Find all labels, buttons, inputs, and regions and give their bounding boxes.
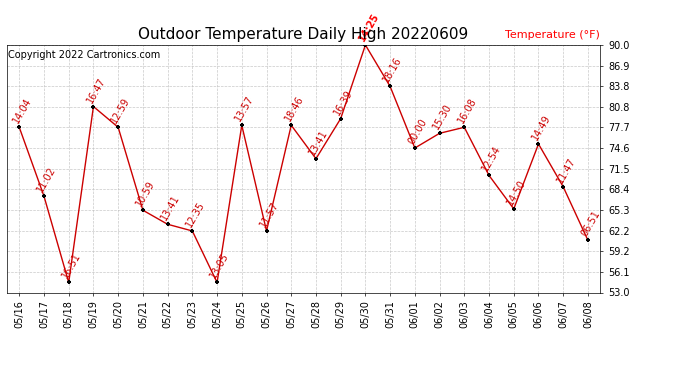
Text: 14:49: 14:49	[530, 113, 553, 142]
Point	[582, 237, 593, 243]
Text: 16:51: 16:51	[60, 251, 83, 280]
Point	[212, 279, 223, 285]
Point	[236, 122, 247, 128]
Text: 14:25: 14:25	[357, 11, 381, 43]
Point	[335, 116, 346, 122]
Text: 13:57: 13:57	[233, 94, 256, 123]
Text: 12:54: 12:54	[480, 144, 503, 173]
Text: 14:04: 14:04	[10, 96, 33, 125]
Text: 16:08: 16:08	[455, 96, 478, 125]
Text: 06:51: 06:51	[580, 209, 602, 238]
Point	[162, 221, 173, 227]
Point	[187, 228, 198, 234]
Text: 13:41: 13:41	[307, 128, 330, 157]
Point	[286, 122, 297, 128]
Text: 11:47: 11:47	[555, 156, 577, 185]
Title: Outdoor Temperature Daily High 20220609: Outdoor Temperature Daily High 20220609	[139, 27, 469, 42]
Point	[137, 207, 148, 213]
Text: Copyright 2022 Cartronics.com: Copyright 2022 Cartronics.com	[8, 50, 160, 60]
Point	[509, 206, 520, 212]
Point	[384, 84, 395, 90]
Point	[14, 124, 25, 130]
Text: 16:39: 16:39	[332, 87, 355, 117]
Point	[434, 130, 445, 136]
Text: Temperature (°F): Temperature (°F)	[505, 30, 600, 40]
Text: 16:47: 16:47	[85, 75, 108, 105]
Text: 13:05: 13:05	[208, 251, 231, 280]
Text: 18:16: 18:16	[382, 56, 404, 84]
Point	[88, 104, 99, 110]
Point	[63, 279, 75, 285]
Point	[459, 124, 470, 130]
Text: 12:59: 12:59	[110, 96, 132, 125]
Text: 18:46: 18:46	[283, 94, 305, 123]
Point	[261, 228, 272, 234]
Text: 15:30: 15:30	[431, 102, 453, 131]
Point	[558, 184, 569, 190]
Point	[112, 124, 124, 130]
Point	[484, 172, 495, 178]
Point	[409, 145, 420, 151]
Text: 12:35: 12:35	[184, 200, 206, 229]
Text: 11:57: 11:57	[258, 200, 281, 229]
Text: 14:50: 14:50	[505, 178, 528, 207]
Text: 13:41: 13:41	[159, 193, 181, 222]
Point	[533, 141, 544, 147]
Text: 11:02: 11:02	[35, 165, 58, 194]
Point	[310, 156, 322, 162]
Point	[360, 42, 371, 48]
Text: 10:59: 10:59	[135, 179, 157, 208]
Text: 00:00: 00:00	[406, 117, 428, 146]
Point	[39, 193, 50, 199]
